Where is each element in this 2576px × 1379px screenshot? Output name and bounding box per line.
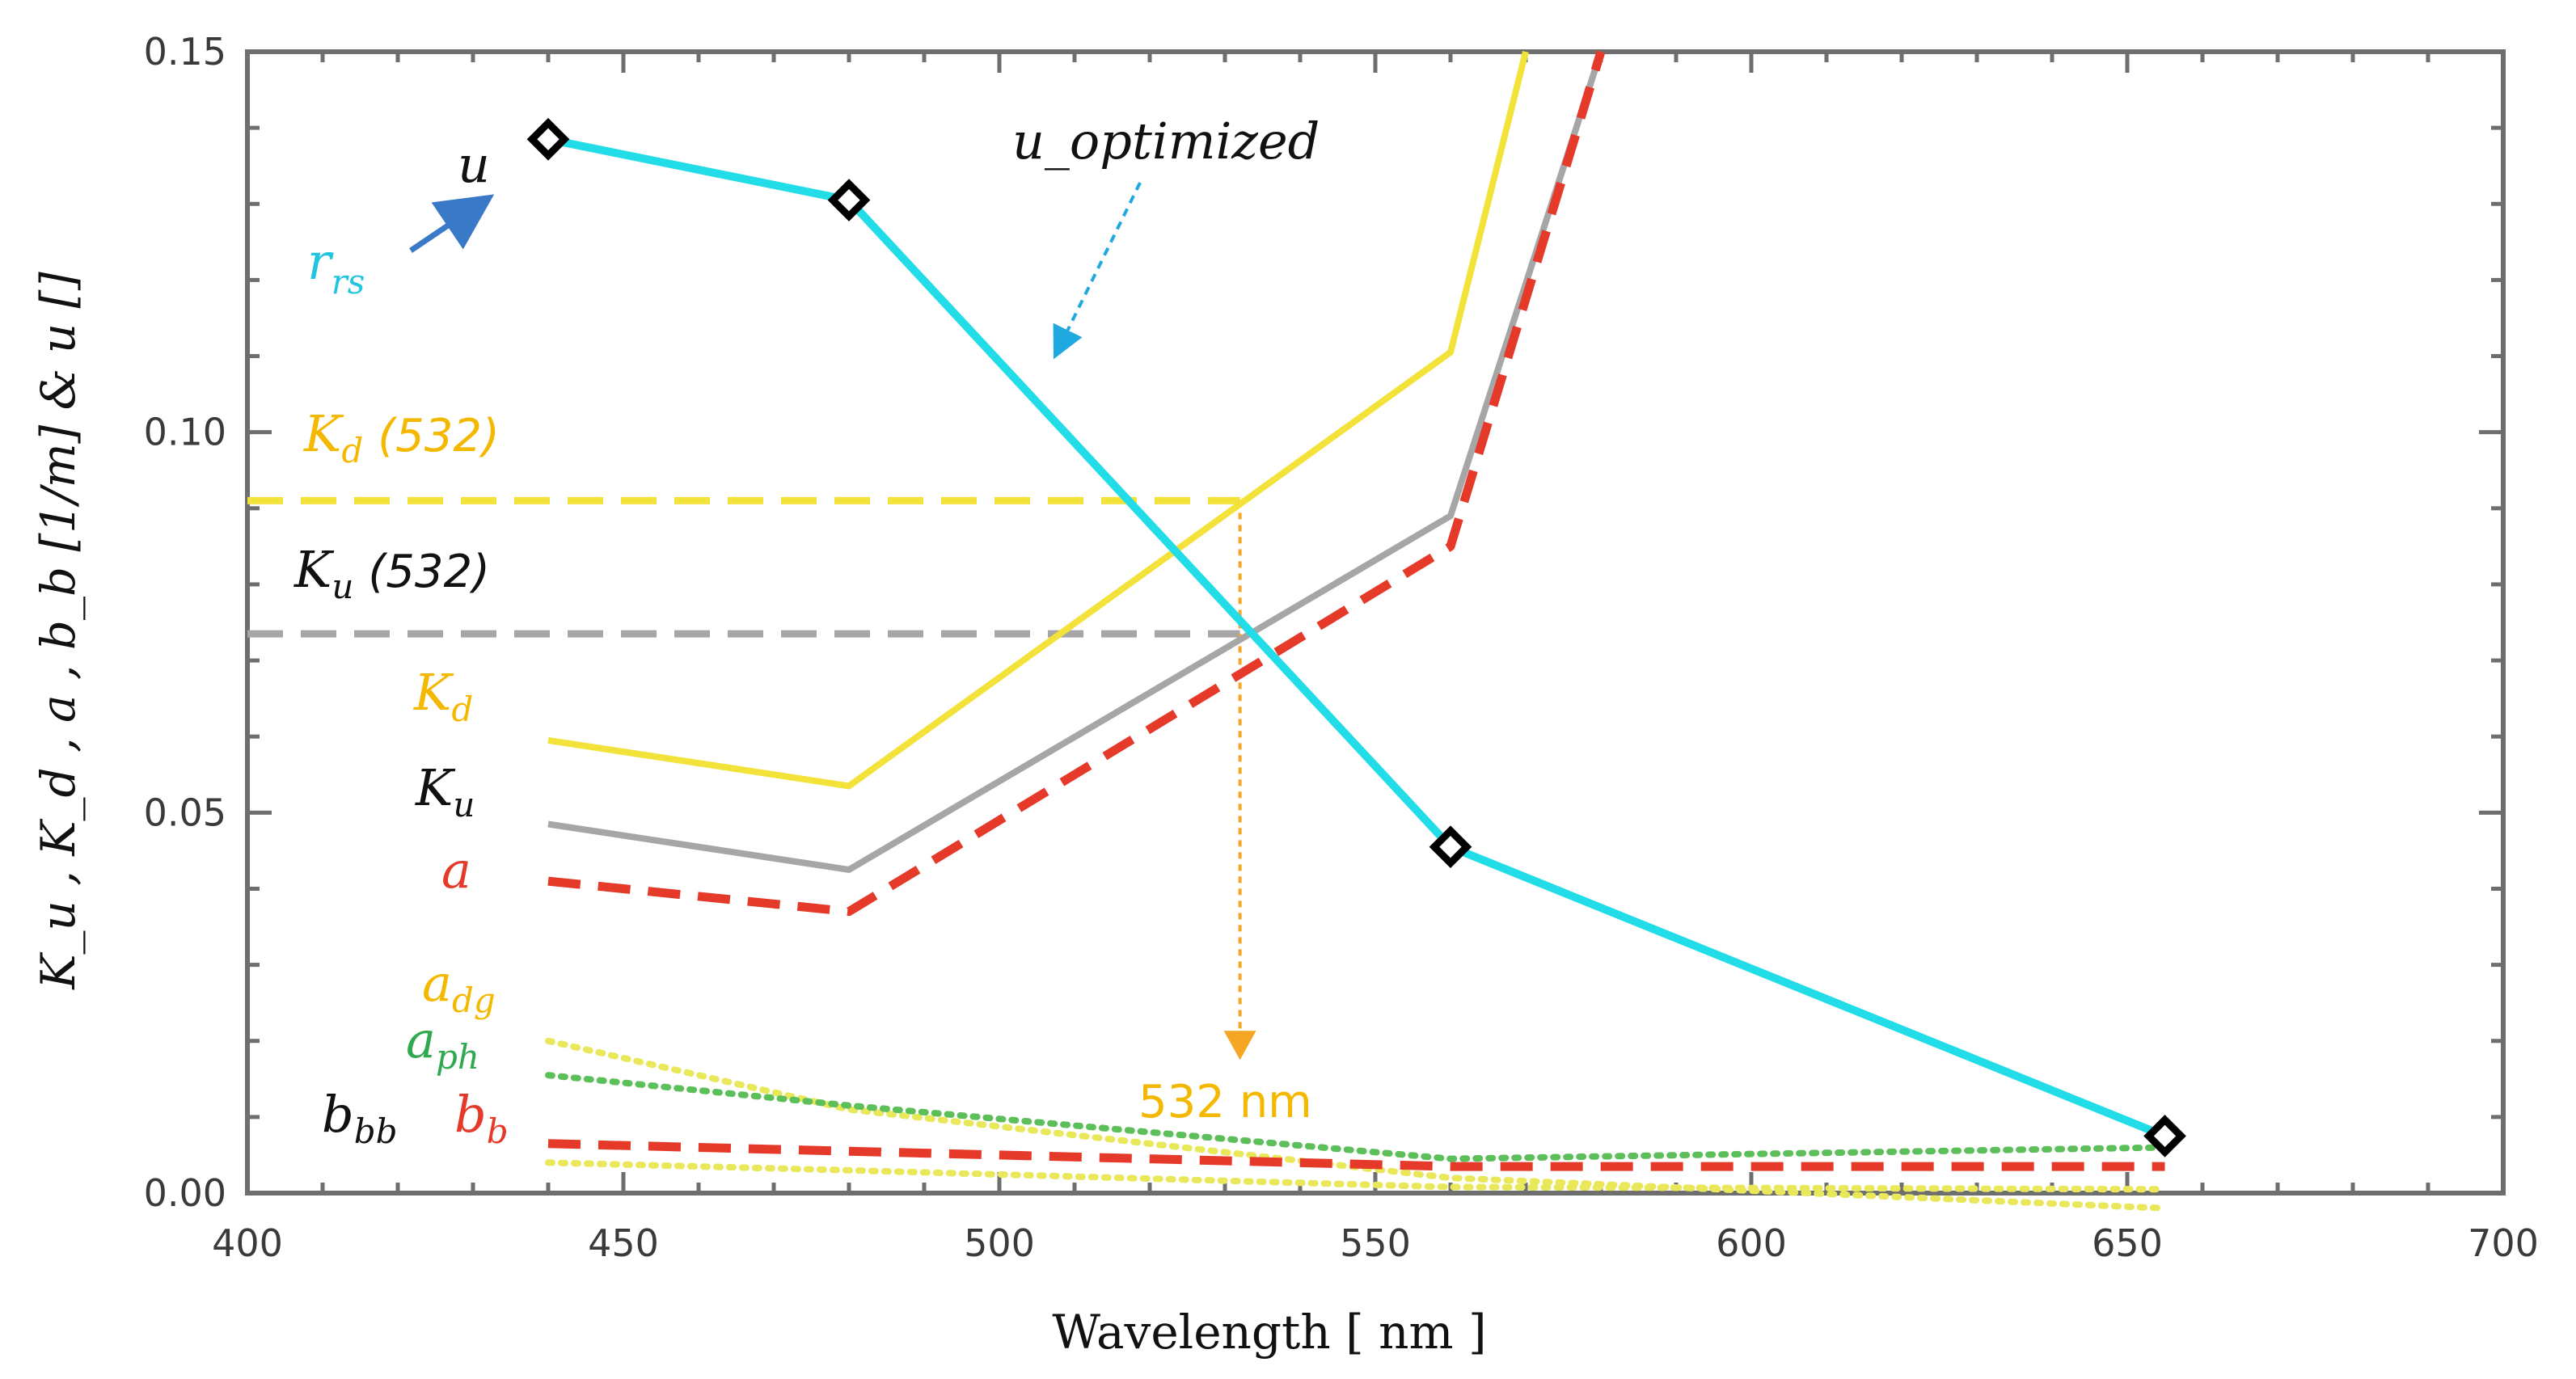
label-adg: adg bbox=[422, 954, 496, 1020]
label-rrs-sub: rs bbox=[332, 262, 365, 302]
y-tick-label: 0.05 bbox=[144, 791, 226, 834]
y-tick-label: 0.00 bbox=[144, 1171, 226, 1215]
series-line-u bbox=[547, 135, 2167, 1141]
label-ku-532-main: K bbox=[293, 540, 335, 599]
label-aph-main: a bbox=[406, 1010, 436, 1069]
x-tick-label: 600 bbox=[1716, 1221, 1787, 1265]
y-axis-title: K_u , K_d , a , b_b [1/m] & u [] bbox=[31, 272, 86, 990]
label-532-nm: 532 nm bbox=[1138, 1076, 1312, 1128]
u-optimized-arrow bbox=[1053, 182, 1142, 360]
y-tick-label: 0.15 bbox=[144, 30, 226, 74]
label-kd: Kd bbox=[413, 663, 473, 729]
marker-532-arrowhead bbox=[1223, 1031, 1256, 1061]
x-tick-label: 650 bbox=[2092, 1221, 2163, 1265]
axis-ticks: 400 450 500 550 600 650 700 0.00 0.05 0.10 0.15 bbox=[144, 30, 2539, 1265]
label-bb: bb bbox=[454, 1085, 509, 1151]
label-bbb-sub: bb bbox=[354, 1111, 398, 1151]
label-a: a bbox=[441, 841, 471, 900]
x-tick-label: 450 bbox=[588, 1221, 659, 1265]
label-aph: aph bbox=[406, 1010, 479, 1077]
y-tick-label: 0.10 bbox=[144, 411, 226, 454]
x-tick-label: 700 bbox=[2468, 1221, 2539, 1265]
label-u-optimized: u_optimized bbox=[1012, 112, 1320, 171]
label-bb-main: b bbox=[454, 1085, 487, 1144]
label-rrs-main: r bbox=[307, 232, 334, 291]
label-aph-sub: ph bbox=[436, 1037, 479, 1077]
label-kd-532-sub: d bbox=[341, 431, 363, 470]
label-ku-532-suffix: (532) bbox=[368, 546, 490, 598]
label-kd-sub: d bbox=[451, 690, 473, 729]
series-group bbox=[526, 50, 2186, 1212]
series-line-b-bb bbox=[545, 1159, 2168, 1193]
label-adg-main: a bbox=[422, 954, 452, 1013]
label-rrs: rrs bbox=[307, 232, 365, 302]
u-data-point bbox=[2143, 1115, 2186, 1158]
plot-frame bbox=[245, 49, 2506, 1196]
u-data-point bbox=[1429, 825, 1472, 869]
x-tick-label: 500 bbox=[964, 1221, 1035, 1265]
x-tick-label: 400 bbox=[212, 1221, 283, 1265]
label-u: u bbox=[458, 135, 490, 194]
label-ku-532: Ku (532) bbox=[293, 540, 490, 606]
label-ku: Ku bbox=[415, 758, 475, 824]
x-tick-label: 550 bbox=[1340, 1221, 1411, 1265]
label-kd-main: K bbox=[413, 663, 454, 722]
rrs-arrow bbox=[409, 194, 495, 253]
u-data-point bbox=[526, 117, 570, 161]
label-bbb: bbb bbox=[322, 1085, 397, 1151]
series-line-a-ph bbox=[545, 1072, 2168, 1162]
series-line-b-b bbox=[547, 1139, 2165, 1171]
u-data-point bbox=[827, 179, 871, 221]
label-bb-sub: b bbox=[487, 1111, 509, 1151]
label-kd-532: Kd (532) bbox=[303, 404, 500, 470]
label-ku-532-sub: u bbox=[332, 567, 353, 606]
series-line-a-dg bbox=[545, 1037, 2168, 1212]
label-ku-sub: u bbox=[453, 785, 475, 824]
series-line-a bbox=[547, 50, 1606, 917]
series-line-k-d bbox=[547, 51, 1529, 790]
y-axis-title-text: K_u , K_d , a , b_b [1/m] & u [] bbox=[31, 272, 86, 990]
label-kd-532-main: K bbox=[303, 404, 344, 463]
reference-lines bbox=[247, 496, 1256, 1061]
label-kd-532-suffix: (532) bbox=[378, 410, 500, 462]
label-bbb-main: b bbox=[322, 1085, 354, 1144]
label-ku-main: K bbox=[415, 758, 456, 817]
x-axis-title: Wavelength [ nm ] bbox=[1052, 1305, 1486, 1360]
label-adg-sub: dg bbox=[452, 980, 496, 1020]
